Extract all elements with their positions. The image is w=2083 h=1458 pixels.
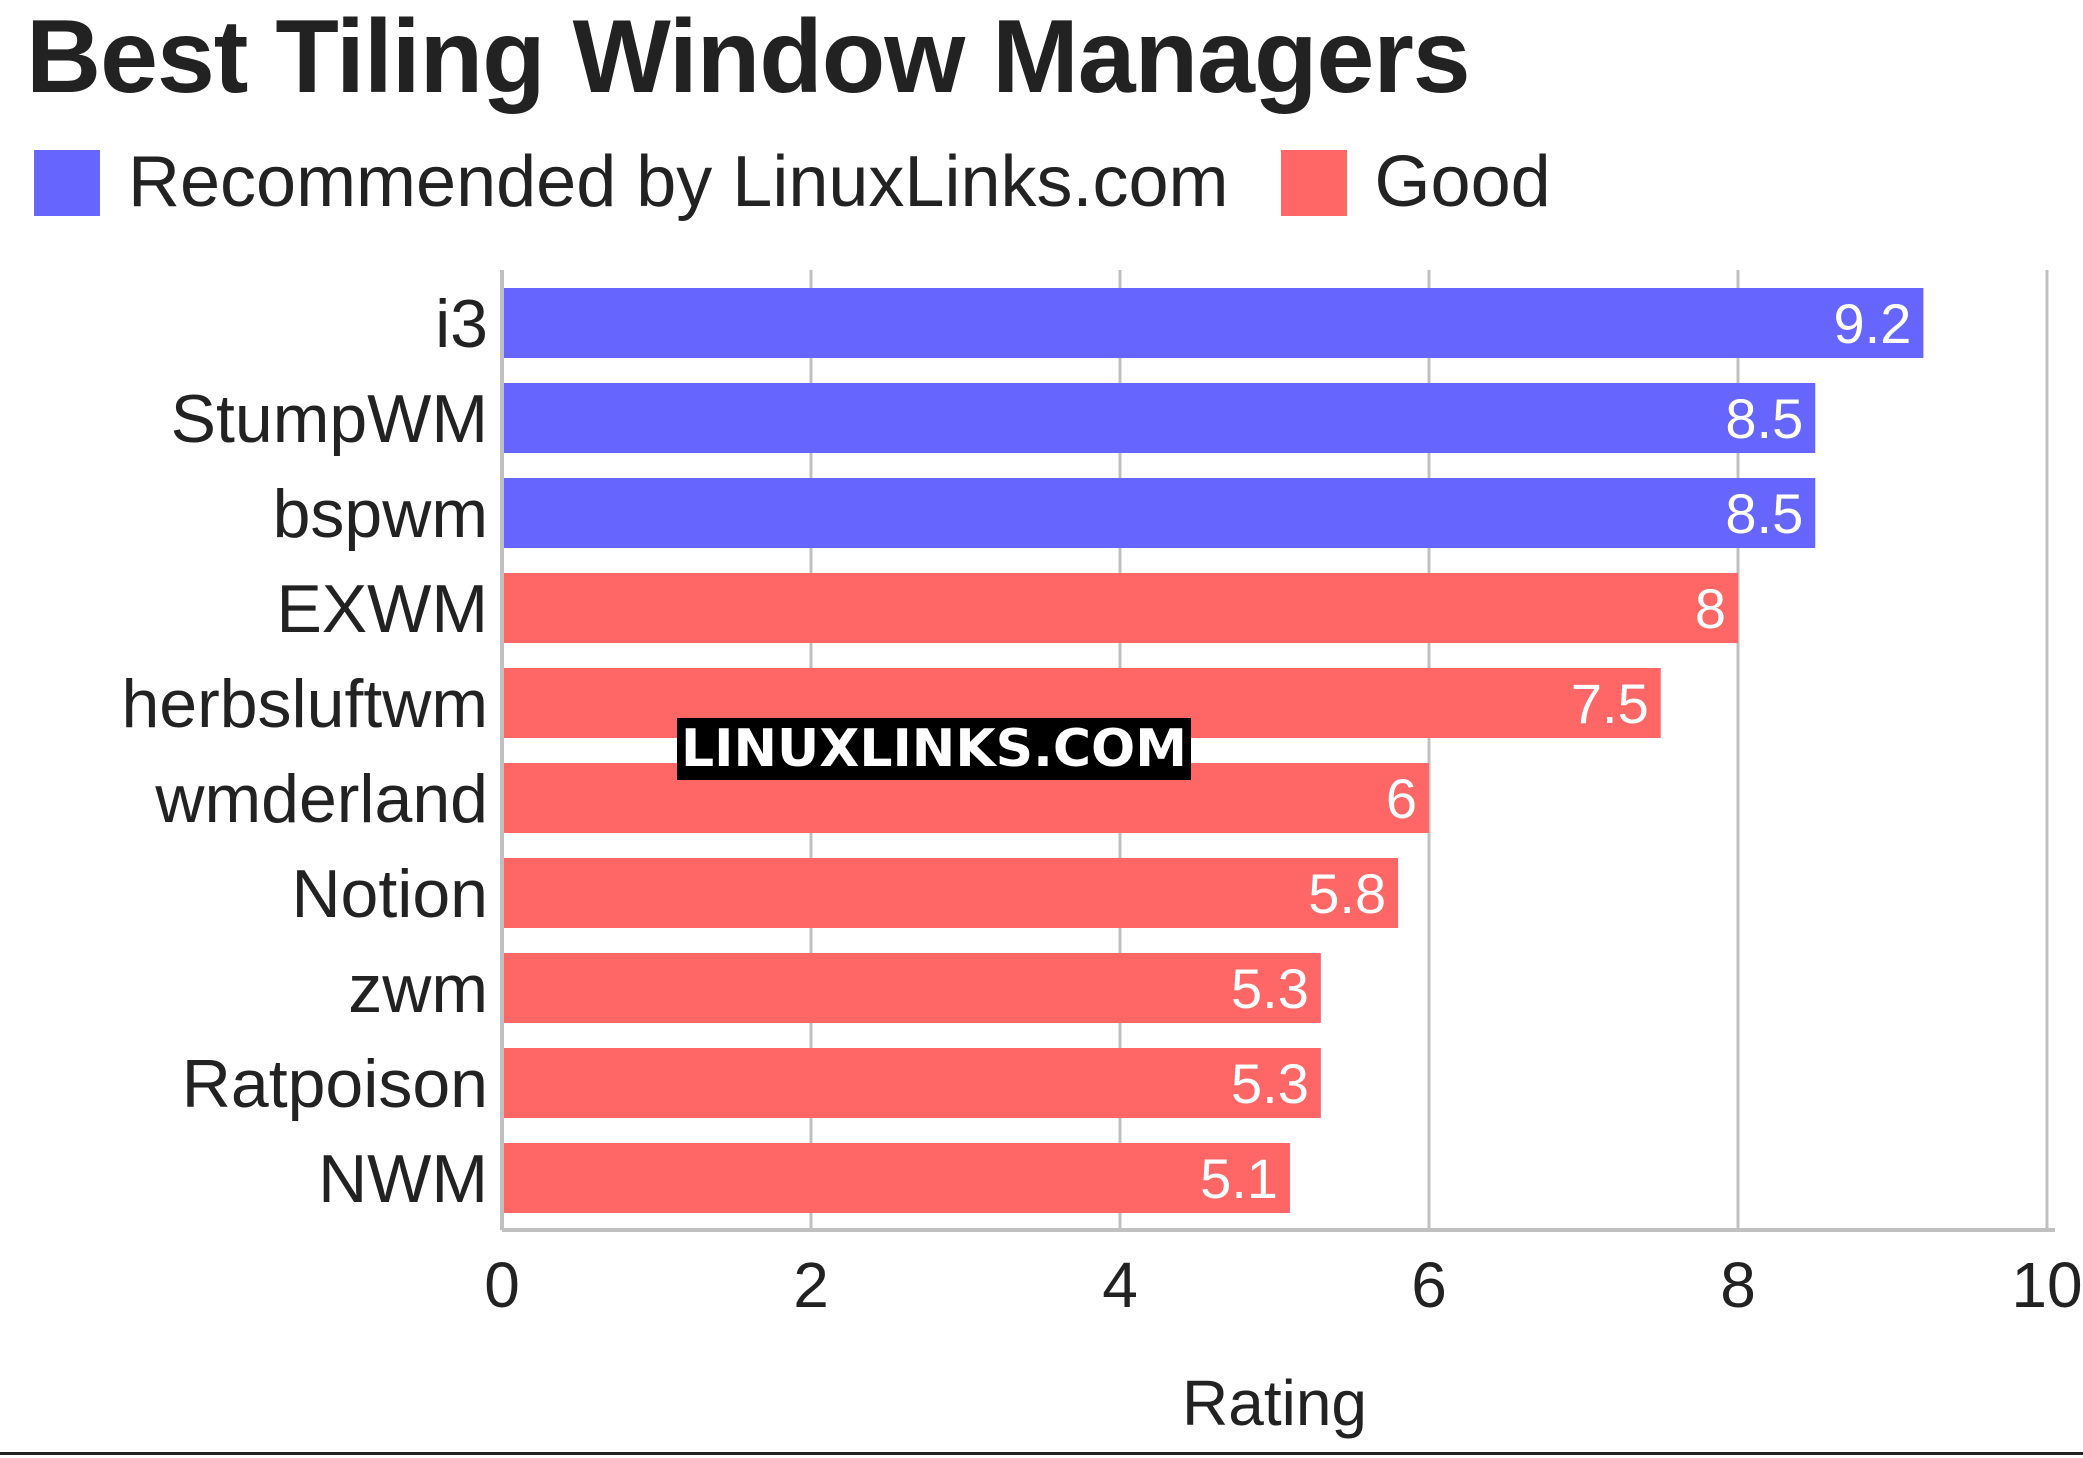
bar-value-label: 5.3 (1231, 1052, 1309, 1115)
bar (502, 573, 1738, 643)
legend-label-recommended: Recommended by LinuxLinks.com (128, 142, 1229, 222)
category-label: i3 (435, 286, 488, 362)
legend-item-good: Good (1280, 142, 1551, 222)
bar-value-label: 8.5 (1725, 387, 1803, 450)
bar (502, 1143, 1290, 1213)
bar-value-label: 5.8 (1308, 862, 1386, 925)
x-axis-title: Rating (1182, 1367, 1367, 1439)
category-label: Notion (291, 856, 488, 932)
x-tick-label: 4 (1102, 1249, 1138, 1321)
bar-value-label: 5.3 (1231, 957, 1309, 1020)
bottom-rule (0, 1452, 2083, 1455)
bar (502, 478, 1816, 548)
x-tick-label: 10 (2011, 1249, 2082, 1321)
bar (502, 953, 1321, 1023)
bar-value-label: 9.2 (1834, 292, 1912, 355)
bar (502, 288, 1924, 358)
bar (502, 1048, 1321, 1118)
bar-value-label: 7.5 (1571, 672, 1649, 735)
category-label: zwm (348, 951, 488, 1027)
watermark-logo: LINUXLINKS.COM (677, 718, 1191, 780)
bar (502, 858, 1399, 928)
category-label: EXWM (276, 571, 488, 647)
x-tick-label: 8 (1720, 1249, 1756, 1321)
legend-swatch-good (1280, 149, 1347, 216)
legend-item-recommended: Recommended by LinuxLinks.com (34, 145, 1229, 220)
x-tick-label: 6 (1411, 1249, 1447, 1321)
bar-value-label: 6 (1386, 767, 1417, 830)
category-label: bspwm (273, 476, 488, 552)
bar-value-label: 5.1 (1200, 1147, 1278, 1210)
legend-swatch-recommended (34, 149, 100, 216)
x-tick-label: 0 (484, 1249, 520, 1321)
legend: Recommended by LinuxLinks.com Good (34, 145, 1603, 220)
chart-title: Best Tiling Window Managers (26, 0, 1471, 115)
bar (502, 383, 1816, 453)
category-label: StumpWM (171, 381, 488, 457)
legend-label-good: Good (1374, 142, 1551, 222)
category-label: NWM (318, 1141, 488, 1217)
bar-value-label: 8.5 (1725, 482, 1803, 545)
x-tick-label: 2 (793, 1249, 829, 1321)
category-label: wmderland (154, 761, 488, 837)
category-label: herbsluftwm (121, 666, 488, 742)
category-label: Ratpoison (182, 1046, 488, 1122)
bar-value-label: 8 (1695, 577, 1726, 640)
